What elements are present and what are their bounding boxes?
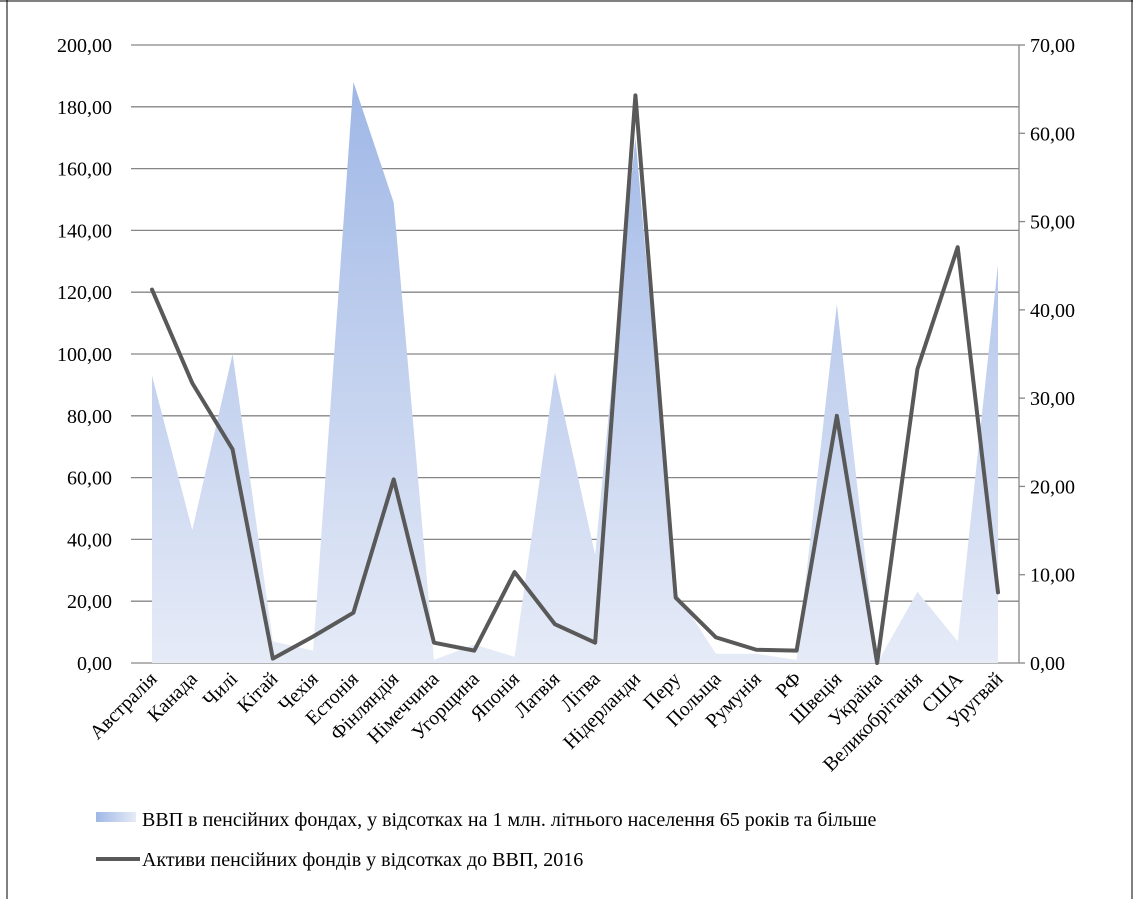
legend: ВВП в пенсійних фондах, у відсотках на 1… [96,809,877,871]
y-left-tick-label: 0,00 [77,653,112,675]
y-right-tick-label: 40,00 [1030,300,1075,322]
y-left-tick-label: 80,00 [67,406,112,428]
y-left-tick-label: 120,00 [57,282,112,304]
y-left-tick-label: 40,00 [67,529,112,551]
y-left-tick-label: 100,00 [57,344,112,366]
legend-swatch-area [96,812,136,822]
y-right-tick-label: 70,00 [1030,35,1075,57]
y-right-tick-label: 20,00 [1030,476,1075,498]
x-tick-label: Кітай [233,668,282,717]
y-left-tick-label: 160,00 [57,159,112,181]
y-right-tick-label: 60,00 [1030,123,1075,145]
y-right-tick-label: 0,00 [1030,653,1065,675]
y-left-tick-label: 20,00 [67,591,112,613]
legend-label-line: Активи пенсійних фондів у відсотках до В… [142,849,583,871]
axes: 0,00 20,00 40,00 60,00 80,00 100,00 120,00 140,… [57,35,1075,776]
legend-label-area: ВВП в пенсійних фондах, у відсотках на 1… [142,809,877,831]
y-left-tick-label: 140,00 [57,220,112,242]
y-right-tick-label: 10,00 [1030,565,1075,587]
y-left-tick-label: 60,00 [67,468,112,490]
y-right-tick-label: 50,00 [1030,212,1075,234]
y-left-tick-label: 180,00 [57,97,112,119]
y-right-tick-label: 30,00 [1030,388,1075,410]
y-left-tick-label: 200,00 [57,35,112,57]
x-tick-label: Латвія [510,668,564,722]
